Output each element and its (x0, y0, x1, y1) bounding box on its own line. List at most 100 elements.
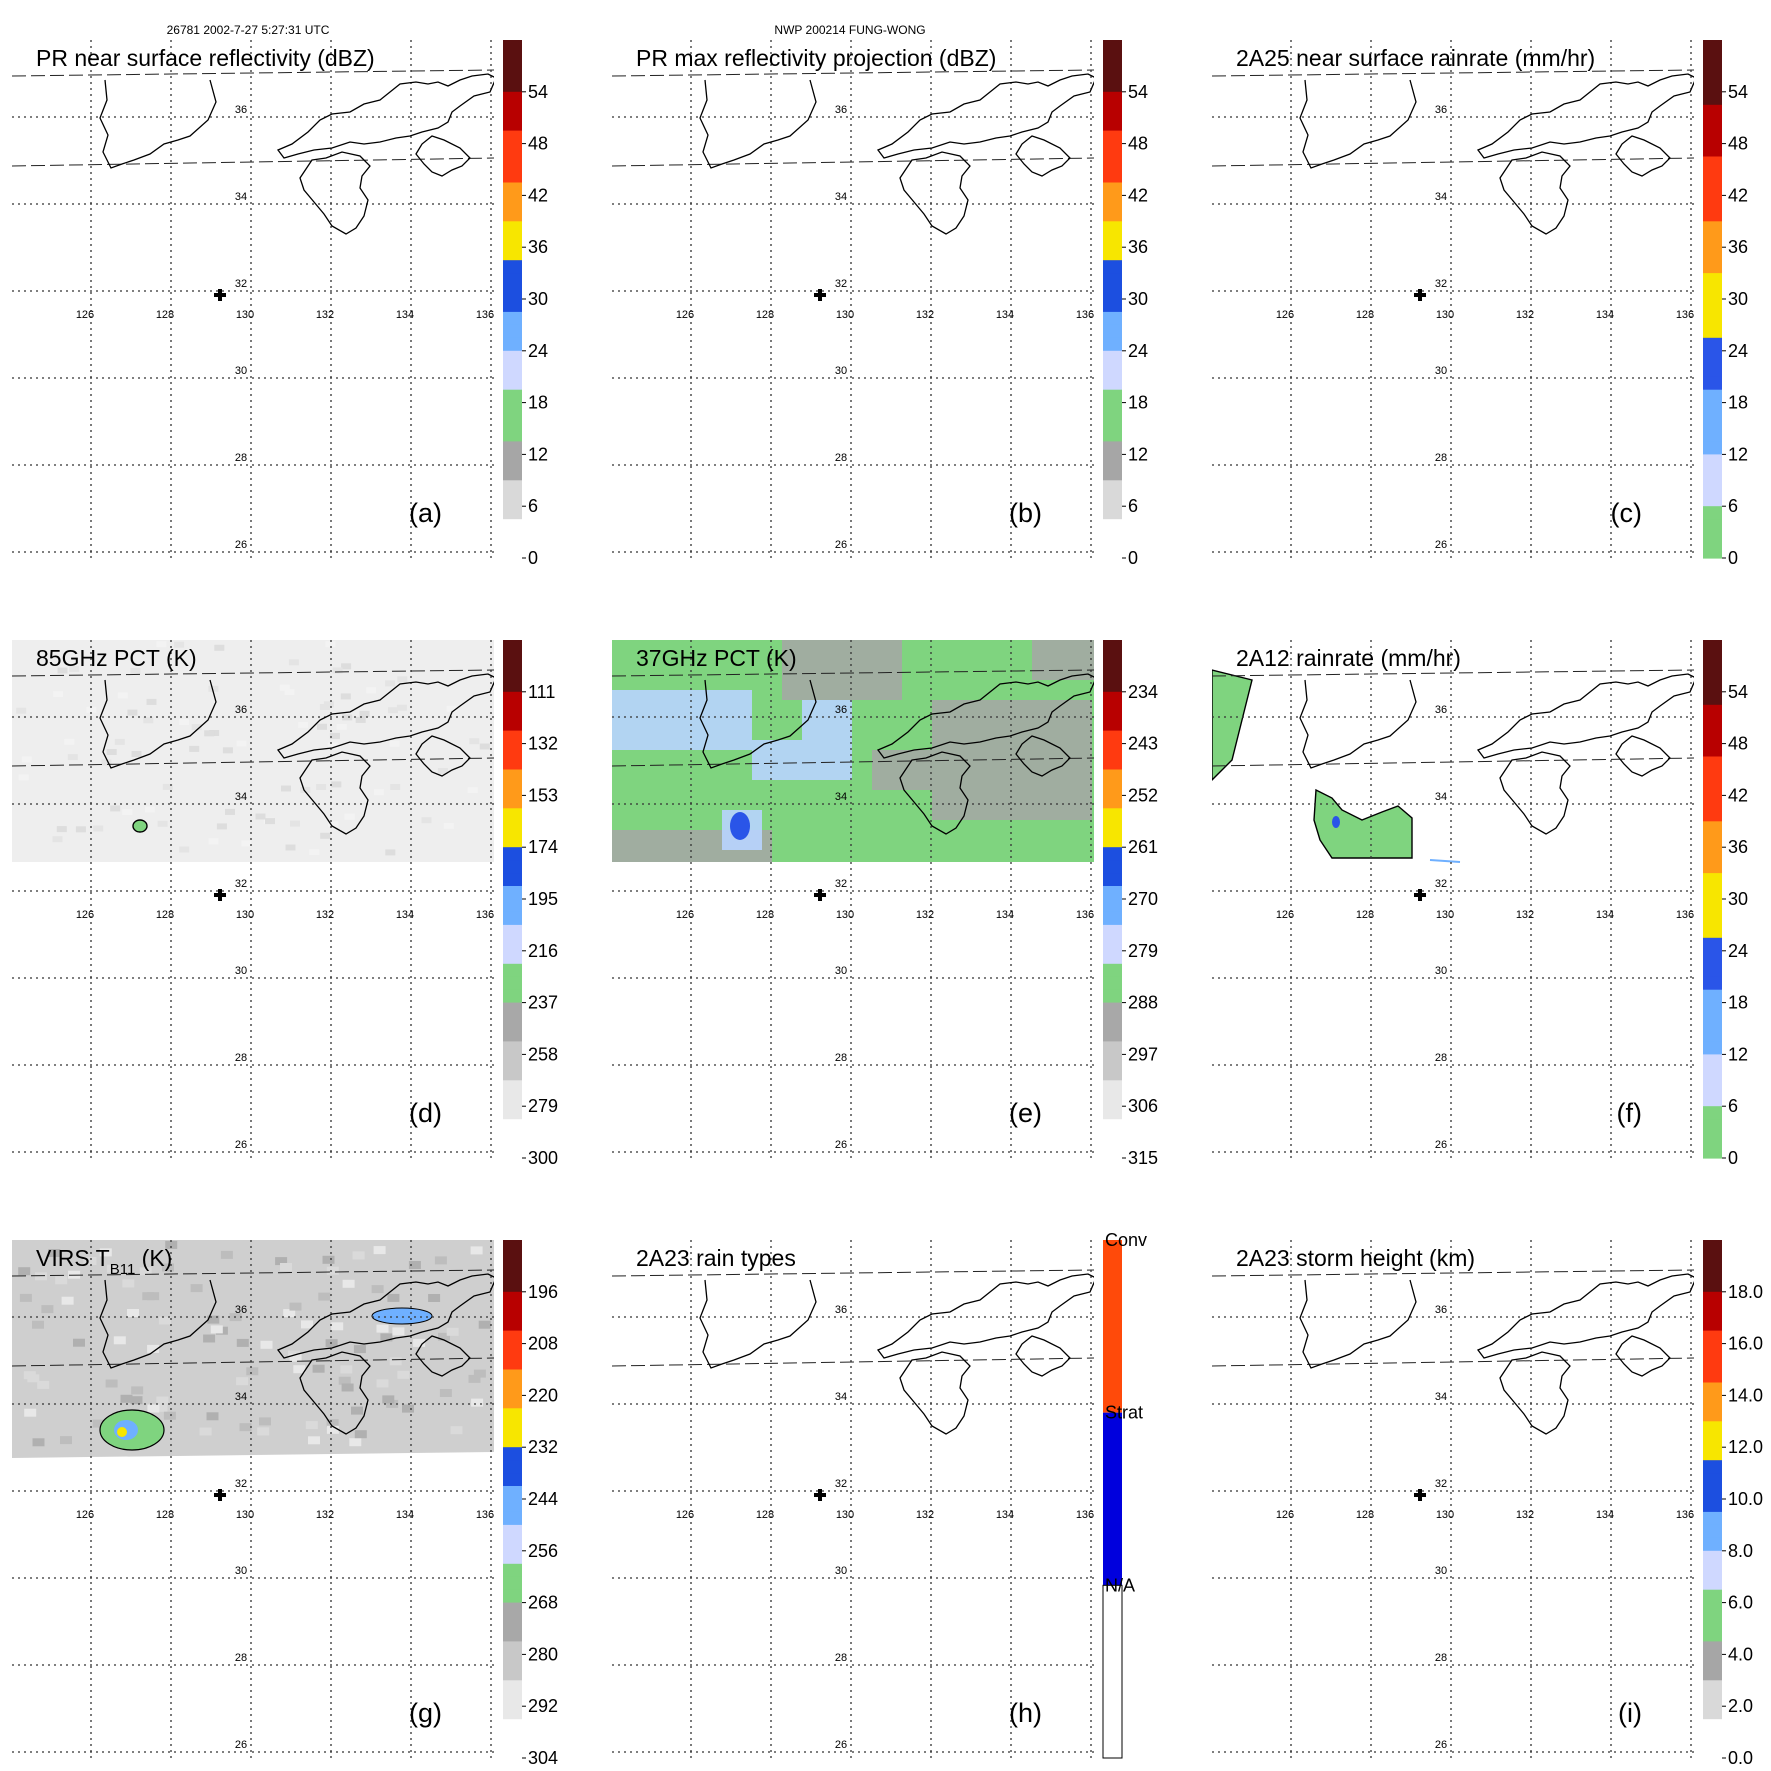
colorbar-segment (503, 730, 522, 745)
colorbar-segment (1703, 1693, 1722, 1707)
lat-label: 28 (235, 1652, 247, 1664)
colorbar-segment (503, 389, 522, 404)
colorbar-segment (503, 441, 522, 455)
colorbar-tick-label: 12 (1728, 444, 1748, 464)
field-pixel (216, 823, 227, 830)
colorbar-tick-label: N/A (1105, 1575, 1135, 1595)
colorbar-tick-label: 0 (1728, 1148, 1738, 1168)
colorbar-segment (1703, 53, 1722, 67)
colorbar-segment (1103, 769, 1122, 783)
field-pixel (353, 1345, 366, 1354)
colorbar-tick-label: 42 (1728, 785, 1748, 805)
field-pixel (68, 1270, 81, 1279)
field-pixel (53, 691, 64, 698)
colorbar-segment (503, 208, 522, 222)
colorbar-tick-label: 237 (528, 993, 558, 1013)
panel-label: (f) (1617, 1098, 1642, 1128)
colorbar-tick-label: 54 (528, 82, 548, 102)
field-pixel (402, 1404, 414, 1413)
colorbar-tick-label: 256 (528, 1541, 558, 1561)
colorbar-segment (503, 924, 522, 939)
swath-edge (612, 69, 1094, 77)
lat-label: 26 (235, 1739, 247, 1751)
colorbar-tick-label: 111 (528, 682, 555, 702)
colorbar-segment (503, 1447, 522, 1461)
korea-coastline (99, 1279, 217, 1369)
lat-label: 32 (235, 1478, 247, 1490)
field-pixel (146, 698, 157, 705)
colorbar-segment (1103, 1132, 1122, 1146)
field-pixel (366, 687, 377, 694)
colorbar-segment (1103, 143, 1122, 158)
colorbar-segment (503, 1602, 522, 1617)
field-pixel (281, 785, 291, 792)
lat-label: 36 (1435, 104, 1447, 116)
colorbar-tick-label: 16.0 (1728, 1334, 1763, 1354)
shikoku-coastline (1615, 735, 1671, 777)
field-pixel (331, 1322, 344, 1331)
field-pixel (332, 667, 343, 674)
korea-coastline (699, 79, 817, 169)
field-pixel (322, 1255, 335, 1264)
colorbar-segment (503, 808, 522, 822)
colorbar-segment (503, 143, 522, 158)
colorbar-segment (503, 1369, 522, 1383)
lat-label: 26 (1435, 539, 1447, 551)
colorbar-tick-label: 208 (528, 1334, 558, 1354)
rain-area (1212, 669, 1253, 781)
colorbar-segment (503, 1080, 522, 1094)
field-pixel (305, 1421, 318, 1430)
colorbar-segment (1703, 221, 1722, 235)
field-pixel (469, 738, 480, 745)
field-pixel (371, 1285, 384, 1294)
field-pixel (157, 820, 168, 827)
colorbar-segment (1703, 1628, 1722, 1642)
panel-h: 36 34 32 30 28 26 126 128 130 132 134 136 2A23 rain … (612, 1230, 1147, 1759)
colorbar-tick-label: 12 (1728, 1044, 1748, 1064)
colorbar-segment (503, 234, 522, 248)
colorbar-tick-label: 6.0 (1728, 1593, 1753, 1613)
storm-center-marker (214, 889, 226, 901)
colorbar-segment (1703, 782, 1722, 796)
colorbar-segment (503, 376, 522, 391)
swath-edge (12, 669, 494, 677)
colorbar-segment (503, 1693, 522, 1707)
field-pixel (284, 689, 295, 696)
field-pixel (380, 1333, 393, 1342)
colorbar-segment (1103, 950, 1122, 965)
field-pixel (73, 1338, 85, 1347)
field-pixel (52, 836, 63, 843)
colorbar-segment (503, 821, 522, 835)
colorbar-segment (503, 1382, 522, 1396)
colorbar-segment (1103, 428, 1122, 442)
colorbar-segment (1703, 1641, 1722, 1655)
colorbar-segment (1703, 1265, 1722, 1280)
field-pixel (143, 717, 154, 724)
colorbar-segment (1103, 156, 1122, 170)
colorbar-tick-label: 196 (528, 1282, 558, 1302)
colorbar-segment (503, 195, 522, 209)
field-pixel (298, 721, 309, 728)
colorbar-tick-label: 18 (1728, 993, 1748, 1013)
colorbar-segment (503, 1589, 522, 1604)
colorbar-segment (1703, 376, 1722, 391)
field-pixel (326, 1425, 339, 1434)
field-pixel (220, 1250, 233, 1259)
colorbar-segment (1703, 1421, 1722, 1435)
colorbar-tick-label: 270 (1128, 889, 1158, 909)
panel-title: 37GHz PCT (K) (636, 645, 797, 671)
korea-coastline (99, 679, 217, 769)
colorbar-segment (1703, 1667, 1722, 1681)
colorbar: 18.0 16.0 14.0 12.0 10.0 8.0 6.0 4.0 2.0 0.0 (1703, 1240, 1763, 1768)
field-pixel (41, 1305, 54, 1314)
field-pixel (260, 1340, 273, 1349)
field-pixel (139, 1267, 152, 1276)
colorbar-segment (1103, 324, 1122, 339)
lon-label: 134 (1596, 909, 1614, 921)
lat-label: 28 (235, 1052, 247, 1064)
colorbar-segment (1103, 506, 1122, 520)
shikoku-coastline (1015, 735, 1071, 777)
shikoku-coastline (415, 735, 471, 777)
colorbar-tick-label: 36 (1728, 837, 1748, 857)
colorbar-segment (1703, 182, 1722, 196)
